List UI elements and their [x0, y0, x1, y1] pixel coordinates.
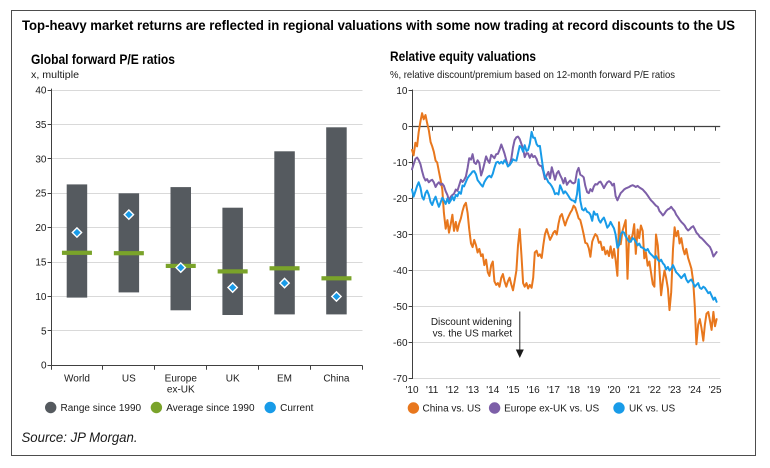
svg-text:'10: '10 — [405, 385, 418, 396]
svg-text:Source: JP Morgan.: Source: JP Morgan. — [22, 429, 138, 445]
svg-text:'17: '17 — [547, 385, 560, 396]
svg-text:'21: '21 — [628, 385, 641, 396]
svg-text:'25: '25 — [708, 385, 721, 396]
svg-text:-30: -30 — [393, 230, 408, 241]
svg-text:x, multiple: x, multiple — [31, 69, 79, 81]
svg-text:%, relative discount/premium b: %, relative discount/premium based on 12… — [390, 69, 675, 81]
svg-text:Current: Current — [280, 403, 314, 414]
svg-text:-60: -60 — [393, 338, 408, 349]
svg-text:'16: '16 — [527, 385, 540, 396]
svg-text:15: 15 — [35, 258, 47, 269]
svg-text:'18: '18 — [567, 385, 580, 396]
svg-text:'14: '14 — [486, 385, 499, 396]
svg-text:40: 40 — [35, 86, 47, 97]
svg-text:'20: '20 — [607, 385, 620, 396]
svg-text:Global forward P/E ratios: Global forward P/E ratios — [31, 52, 175, 67]
svg-text:-40: -40 — [393, 266, 408, 277]
svg-text:US: US — [122, 373, 136, 384]
svg-text:Top-heavy market returns are r: Top-heavy market returns are reflected i… — [22, 18, 735, 34]
svg-text:'23: '23 — [668, 385, 681, 396]
svg-text:'22: '22 — [648, 385, 661, 396]
svg-text:0: 0 — [402, 122, 408, 133]
svg-text:10: 10 — [35, 292, 47, 303]
svg-text:ex-UK: ex-UK — [167, 384, 195, 395]
svg-text:'12: '12 — [446, 385, 459, 396]
svg-text:UK: UK — [226, 373, 240, 384]
svg-text:World: World — [64, 373, 90, 384]
svg-text:China vs. US: China vs. US — [423, 404, 482, 415]
svg-text:Discount widening: Discount widening — [431, 317, 512, 328]
svg-text:Average since 1990: Average since 1990 — [166, 403, 255, 414]
svg-text:'13: '13 — [466, 385, 479, 396]
svg-text:-70: -70 — [393, 374, 408, 385]
svg-text:'24: '24 — [688, 385, 701, 396]
svg-text:-20: -20 — [393, 194, 408, 205]
svg-text:25: 25 — [35, 189, 47, 200]
svg-text:-10: -10 — [393, 158, 408, 169]
svg-text:'11: '11 — [426, 385, 439, 396]
svg-text:35: 35 — [35, 120, 47, 131]
svg-text:EM: EM — [277, 373, 292, 384]
svg-text:UK vs. US: UK vs. US — [629, 404, 675, 415]
svg-text:Relative equity valuations: Relative equity valuations — [390, 49, 536, 64]
svg-text:'15: '15 — [506, 385, 519, 396]
svg-text:Europe: Europe — [165, 373, 198, 384]
svg-text:Europe ex-UK vs. US: Europe ex-UK vs. US — [504, 404, 599, 415]
svg-text:0: 0 — [41, 361, 47, 372]
svg-text:'19: '19 — [587, 385, 600, 396]
svg-text:30: 30 — [35, 154, 47, 165]
svg-text:10: 10 — [396, 86, 408, 97]
svg-text:-50: -50 — [393, 302, 408, 313]
svg-text:vs. the US market: vs. the US market — [433, 328, 513, 339]
svg-text:20: 20 — [35, 223, 47, 234]
svg-text:Range since 1990: Range since 1990 — [61, 403, 142, 414]
svg-text:5: 5 — [41, 326, 47, 337]
svg-text:China: China — [323, 373, 350, 384]
